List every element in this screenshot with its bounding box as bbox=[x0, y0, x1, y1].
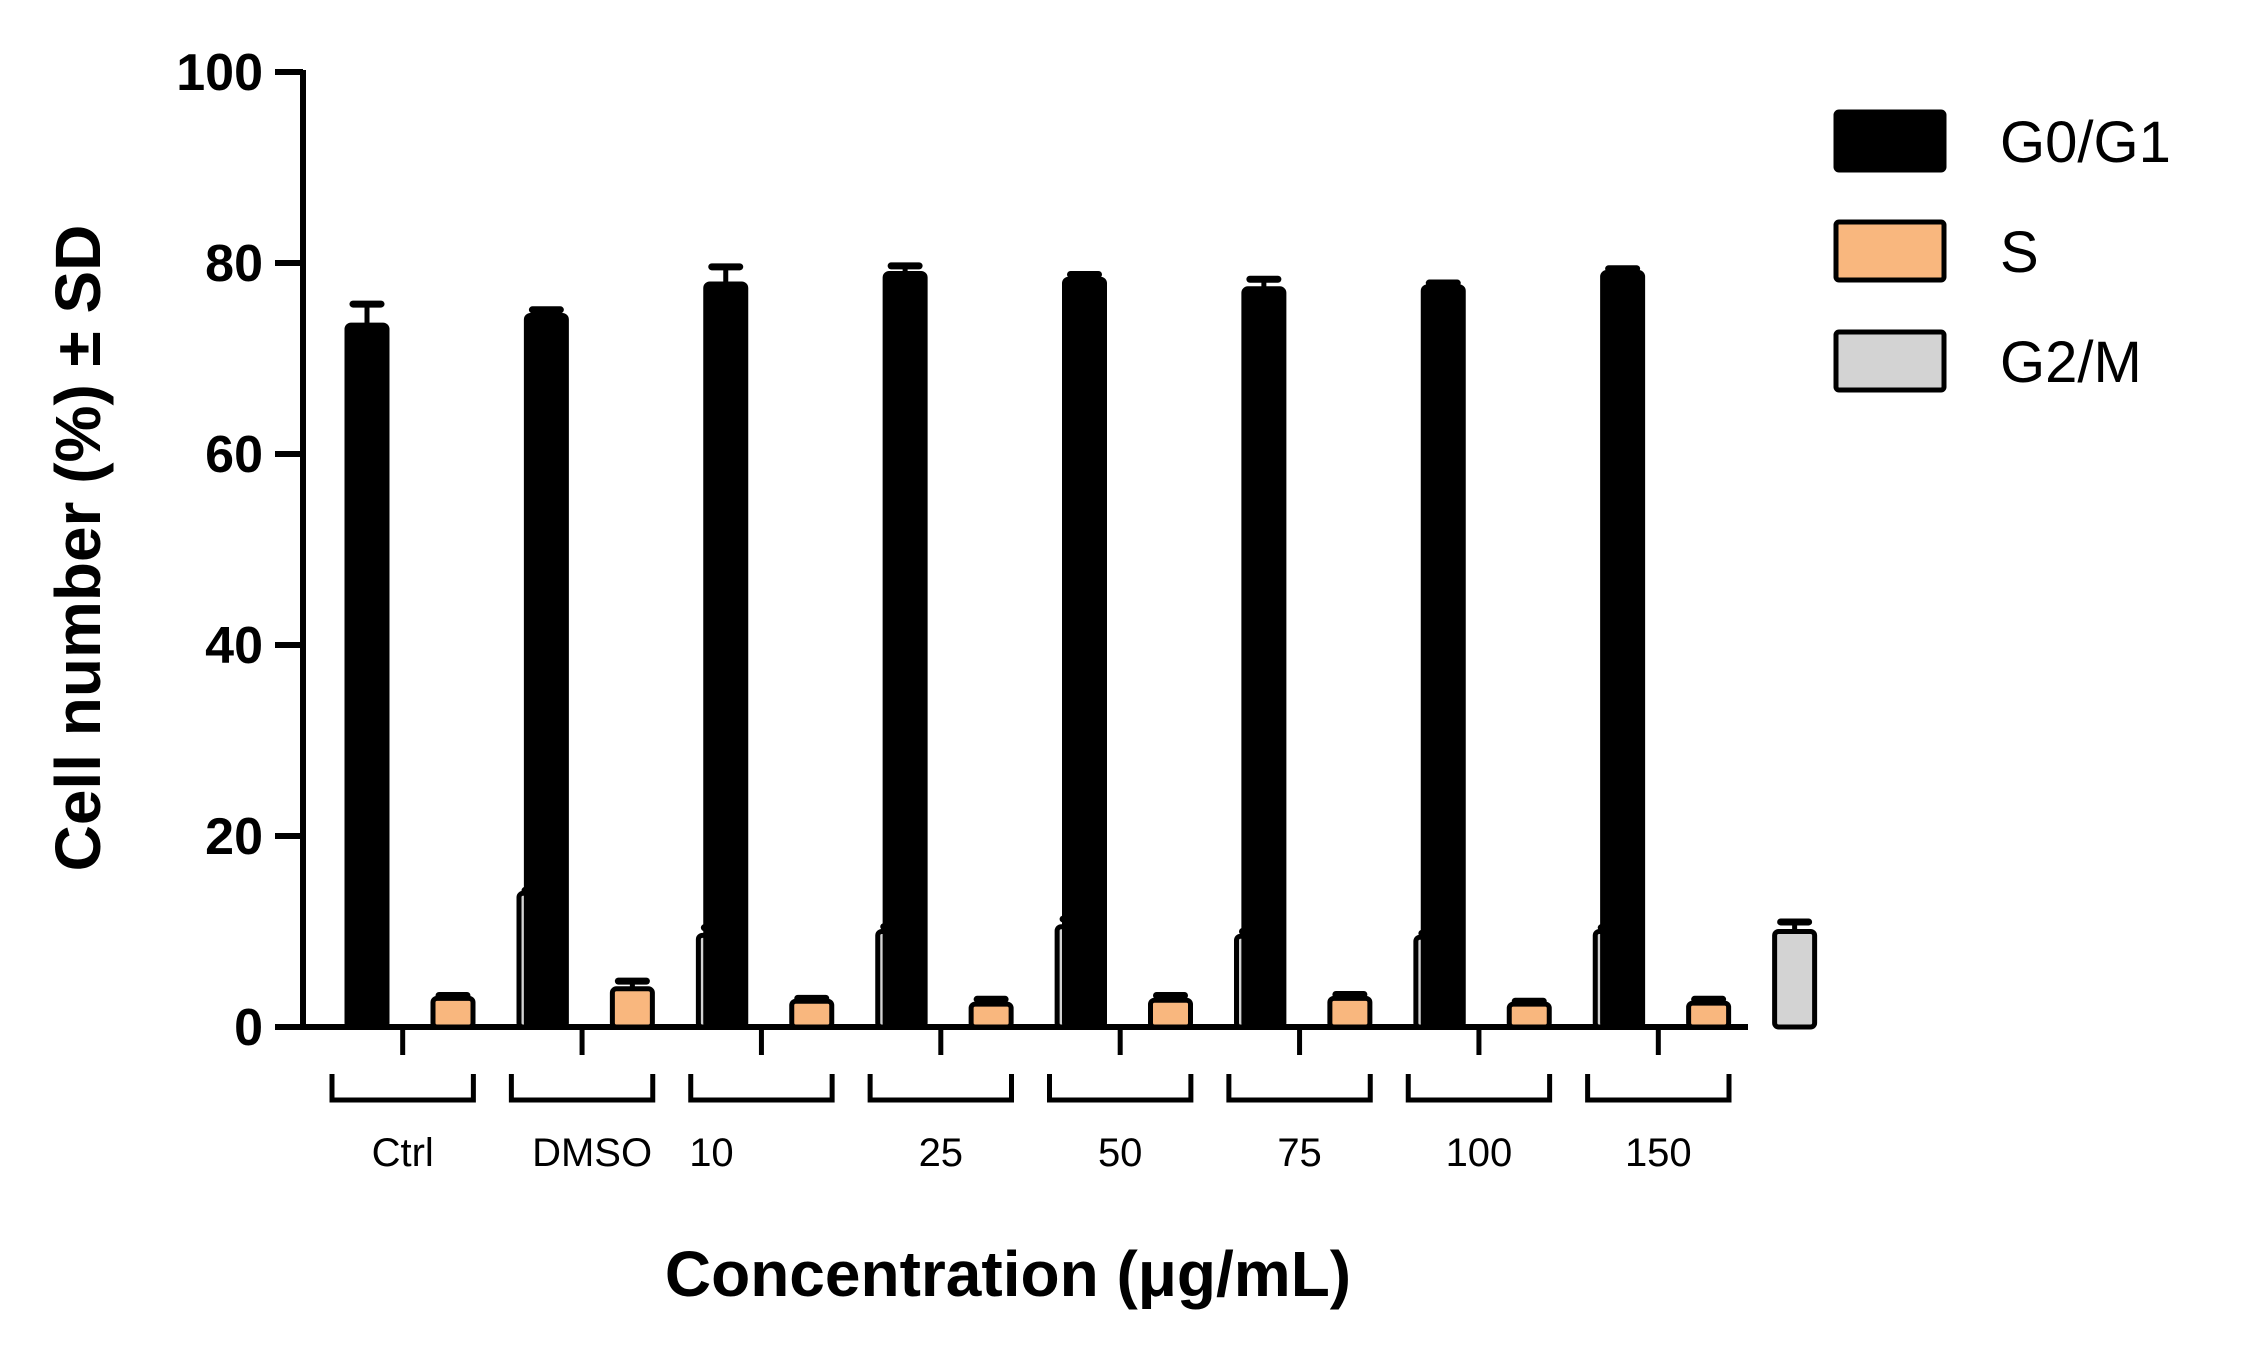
legend-label: S bbox=[2000, 220, 2039, 285]
bar-g0-g1-25 bbox=[882, 271, 928, 1030]
legend-swatch-s bbox=[1833, 219, 1947, 283]
category-bracket bbox=[1226, 1074, 1373, 1103]
category-brackets bbox=[329, 1027, 1732, 1103]
x-tick-label: 150 bbox=[1625, 1131, 1692, 1175]
bar-g0-g1-75 bbox=[1241, 286, 1287, 1030]
category-bracket bbox=[1585, 1074, 1732, 1103]
bar-g0-g1-100 bbox=[1420, 284, 1466, 1030]
axis-labels: 0 20 40 60 80 100 Ctrl DMSO 10 25 50 75 100 150 bbox=[176, 44, 1691, 1175]
bar-g0-g1-ctrl bbox=[344, 322, 390, 1030]
category-bracket bbox=[1047, 1074, 1194, 1103]
y-tick-label: 60 bbox=[205, 426, 263, 484]
legend-swatch-g0-g1 bbox=[1833, 109, 1947, 173]
legend-swatch-g2-m bbox=[1833, 329, 1947, 393]
legend-label: G2/M bbox=[2000, 330, 2142, 395]
y-tick-label: 40 bbox=[205, 617, 263, 675]
x-tick-label: 75 bbox=[1277, 1131, 1322, 1175]
bar-g0-g1-150 bbox=[1600, 270, 1646, 1030]
x-tick-label: 10 bbox=[689, 1131, 734, 1175]
axes bbox=[275, 69, 1748, 1030]
bar-s-10 bbox=[789, 998, 835, 1030]
y-tick-label: 20 bbox=[205, 808, 263, 866]
bar-s-100 bbox=[1506, 1001, 1552, 1030]
bar-s-150 bbox=[1686, 1000, 1732, 1030]
bar-g0-g1-10 bbox=[703, 281, 749, 1030]
bar-s-ctrl bbox=[430, 995, 476, 1030]
category-bracket bbox=[508, 1074, 656, 1103]
bars bbox=[344, 262, 1818, 1030]
x-tick-label: DMSO bbox=[532, 1131, 652, 1175]
y-axis-title: Cell number (%) ± SD bbox=[42, 225, 114, 872]
y-tick-label: 80 bbox=[205, 235, 263, 293]
category-bracket bbox=[688, 1074, 835, 1103]
legend-label: G0/G1 bbox=[2000, 110, 2171, 175]
category-bracket bbox=[1405, 1074, 1553, 1103]
x-tick-label: 50 bbox=[1098, 1131, 1143, 1175]
bar-g2-m-150 bbox=[1772, 929, 1818, 1030]
category-bracket bbox=[867, 1074, 1014, 1103]
bar-s-50 bbox=[1148, 997, 1193, 1030]
bar-g0-g1-50 bbox=[1062, 276, 1107, 1030]
bar-g0-g1-dmso bbox=[523, 313, 569, 1030]
category-bracket bbox=[329, 1074, 476, 1103]
y-tick-label: 0 bbox=[234, 999, 263, 1057]
legend: G0/G1 S G2/M bbox=[1833, 109, 2171, 395]
bar-s-25 bbox=[968, 1001, 1014, 1030]
bar-s-75 bbox=[1327, 995, 1373, 1030]
x-tick-label: 25 bbox=[919, 1131, 964, 1175]
x-tick-label: 100 bbox=[1446, 1131, 1513, 1175]
x-axis-title: Concentration (μg/mL) bbox=[665, 1238, 1351, 1310]
y-tick-label: 100 bbox=[176, 44, 263, 102]
bar-s-dmso bbox=[609, 986, 655, 1030]
x-tick-label: Ctrl bbox=[372, 1131, 434, 1175]
